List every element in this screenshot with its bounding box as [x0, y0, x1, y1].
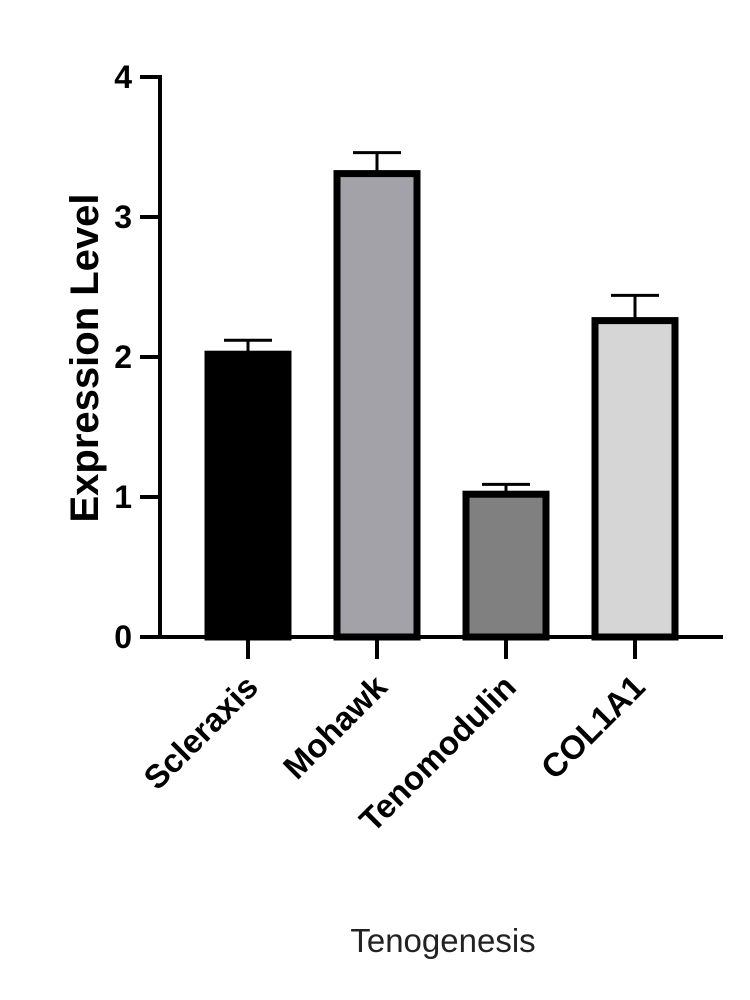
y-tick-label: 0: [114, 619, 132, 655]
y-tick-label: 4: [114, 59, 132, 95]
x-axis-title: Tenogenesis: [350, 922, 535, 959]
x-tick-label: Mohawk: [276, 667, 395, 786]
bar-scleraxis: [204, 350, 292, 641]
x-tick-label: Scleraxis: [136, 668, 265, 797]
bar-col1a1: [591, 317, 679, 641]
y-axis-title: Expression Level: [63, 193, 107, 522]
axes-layer: [140, 75, 723, 659]
x-tick-label: COL1A1: [534, 668, 652, 786]
bars-layer: [204, 151, 679, 641]
bar-mohawk: [333, 170, 421, 641]
y-tick-label: 3: [114, 199, 132, 235]
y-tick-label: 2: [114, 339, 132, 375]
bar-tenomodulin: [462, 490, 550, 641]
y-tick-label: 1: [114, 479, 132, 515]
